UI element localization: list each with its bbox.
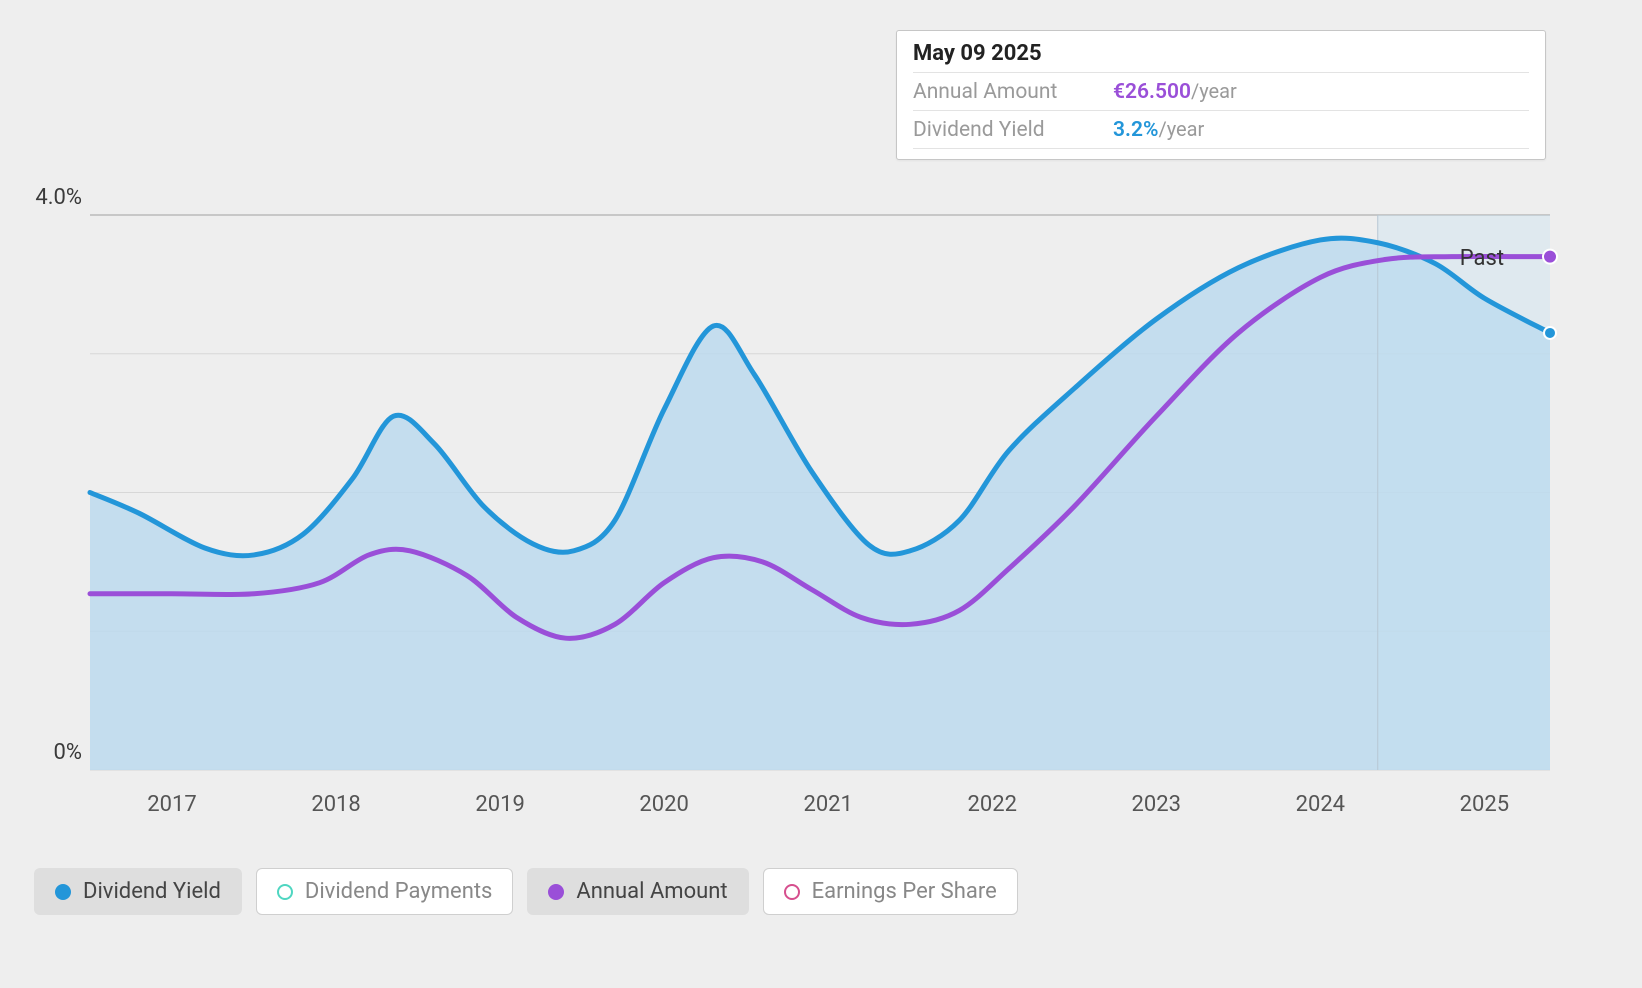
legend-item-earnings-per-share[interactable]: Earnings Per Share <box>763 868 1018 915</box>
legend-item-dividend-yield[interactable]: Dividend Yield <box>34 868 242 915</box>
legend-label: Annual Amount <box>576 879 727 904</box>
x-tick-label: 2023 <box>1132 792 1181 817</box>
chart-container: { "chart": { "type": "area+line", "backg… <box>0 0 1642 988</box>
tooltip-rows: Annual Amount€26.500/yearDividend Yield3… <box>913 75 1529 149</box>
x-tick-label: 2017 <box>147 792 196 817</box>
x-tick-label: 2025 <box>1460 792 1509 817</box>
tooltip-row: Annual Amount€26.500/year <box>913 75 1529 108</box>
legend-marker-icon <box>784 884 800 900</box>
tooltip-divider <box>913 148 1529 149</box>
tooltip-row-unit: /year <box>1158 117 1204 141</box>
tooltip-row: Dividend Yield3.2%/year <box>913 113 1529 146</box>
tooltip-row-label: Dividend Yield <box>913 118 1113 142</box>
y-tick-label: 0% <box>54 740 82 765</box>
chart-tooltip: May 09 2025 Annual Amount€26.500/yearDiv… <box>896 30 1546 160</box>
tooltip-row-value: €26.500 <box>1113 80 1191 104</box>
x-tick-label: 2021 <box>803 792 852 817</box>
tooltip-row-value: 3.2% <box>1113 118 1158 142</box>
x-tick-label: 2022 <box>968 792 1017 817</box>
tooltip-row-unit: /year <box>1191 79 1237 103</box>
y-tick-label: 4.0% <box>35 185 82 210</box>
legend-marker-icon <box>548 884 564 900</box>
tooltip-row-label: Annual Amount <box>913 80 1113 104</box>
legend-label: Dividend Payments <box>305 879 493 904</box>
tooltip-divider <box>913 110 1529 111</box>
chart-legend: Dividend Yield Dividend Payments Annual Am… <box>34 868 1018 915</box>
x-tick-label: 2018 <box>311 792 360 817</box>
legend-item-dividend-payments[interactable]: Dividend Payments <box>256 868 514 915</box>
legend-item-annual-amount[interactable]: Annual Amount <box>527 868 748 915</box>
legend-marker-icon <box>277 884 293 900</box>
legend-label: Earnings Per Share <box>812 879 997 904</box>
legend-label: Dividend Yield <box>83 879 221 904</box>
tooltip-date: May 09 2025 <box>913 41 1529 66</box>
x-tick-label: 2019 <box>475 792 524 817</box>
past-label: Past <box>1460 246 1504 271</box>
legend-marker-icon <box>55 884 71 900</box>
x-tick-label: 2020 <box>639 792 688 817</box>
tooltip-divider <box>913 72 1529 73</box>
x-tick-label: 2024 <box>1296 792 1345 817</box>
